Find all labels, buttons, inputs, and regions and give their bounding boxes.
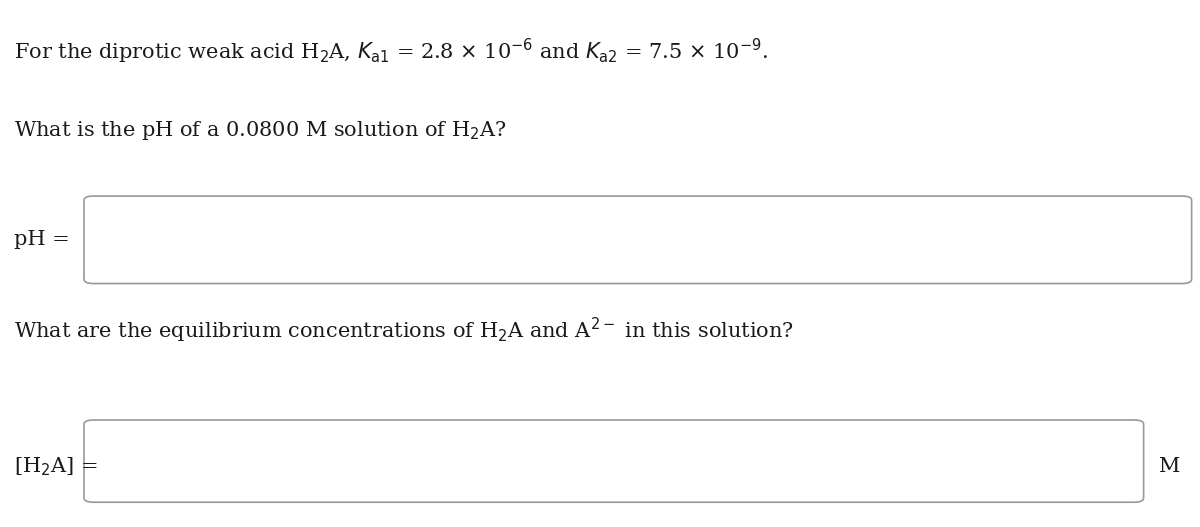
FancyBboxPatch shape bbox=[84, 196, 1192, 284]
Text: M: M bbox=[1159, 457, 1181, 476]
Text: pH =: pH = bbox=[14, 230, 70, 249]
Text: For the diprotic weak acid H$_2$A, $K_\mathrm{a1}$ = 2.8 $\times$ 10$^{-6}$ and : For the diprotic weak acid H$_2$A, $K_\m… bbox=[14, 37, 768, 66]
Text: What is the pH of a 0.0800 M solution of H$_2$A?: What is the pH of a 0.0800 M solution of… bbox=[14, 119, 508, 142]
FancyBboxPatch shape bbox=[84, 420, 1144, 502]
Text: [H$_2$A] =: [H$_2$A] = bbox=[14, 455, 98, 477]
Text: What are the equilibrium concentrations of H$_2$A and A$^{2-}$ in this solution?: What are the equilibrium concentrations … bbox=[14, 316, 794, 345]
